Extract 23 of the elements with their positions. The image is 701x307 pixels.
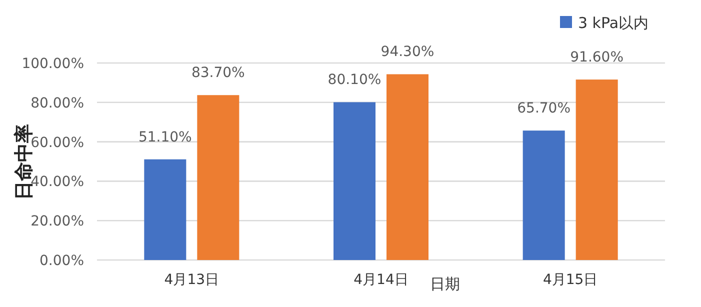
data-label: 80.10%: [328, 72, 382, 88]
y-tick-label: 20.00%: [30, 214, 84, 230]
legend-label: 3 kPa以内: [578, 14, 649, 32]
data-label: 94.30%: [380, 44, 434, 60]
x-tick-label: 4月13日: [164, 272, 220, 288]
data-label: 51.10%: [138, 129, 192, 146]
bar: [197, 95, 240, 260]
data-label: 91.60%: [570, 50, 624, 66]
y-tick-label: 100.00%: [22, 56, 84, 72]
x-tick-label: 4月14日: [354, 272, 408, 288]
data-label: 65.70%: [517, 100, 571, 117]
y-tick-label: 0.00%: [40, 253, 84, 269]
y-tick-label: 60.00%: [30, 134, 84, 151]
bar: [334, 102, 376, 260]
bar: [522, 130, 565, 260]
bar: [386, 74, 428, 260]
x-tick-label: 4月15日: [542, 272, 598, 288]
y-tick-label: 40.00%: [30, 174, 84, 190]
bar: [576, 80, 618, 260]
bar: [144, 159, 186, 260]
data-label: 83.70%: [191, 65, 245, 82]
y-tick-label: 80.00%: [30, 95, 84, 112]
x-axis-title: 日期: [430, 275, 460, 293]
